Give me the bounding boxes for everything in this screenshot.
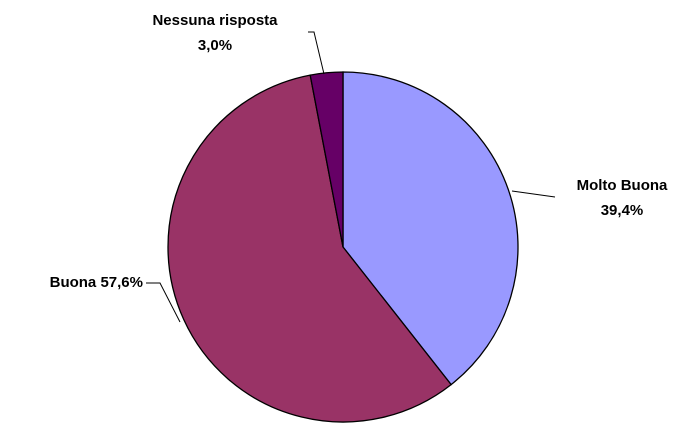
slice-label: Buona (50, 274, 97, 291)
slice-value-label: 57,6% (100, 274, 143, 291)
slice-label: Nessuna risposta (152, 12, 278, 29)
pie-slice (167, 74, 453, 423)
pie (167, 71, 519, 423)
leader-line (146, 282, 181, 323)
pie-slice (342, 71, 519, 386)
leader-line (308, 31, 325, 75)
slice-label: Buona 57,6% (50, 274, 143, 291)
pie-slice (309, 71, 344, 248)
leader-line (511, 190, 556, 198)
slice-label: Molto Buona (577, 177, 668, 194)
slice-value-label: 39,4% (601, 202, 644, 219)
slice-value-label: 3,0% (198, 37, 232, 54)
